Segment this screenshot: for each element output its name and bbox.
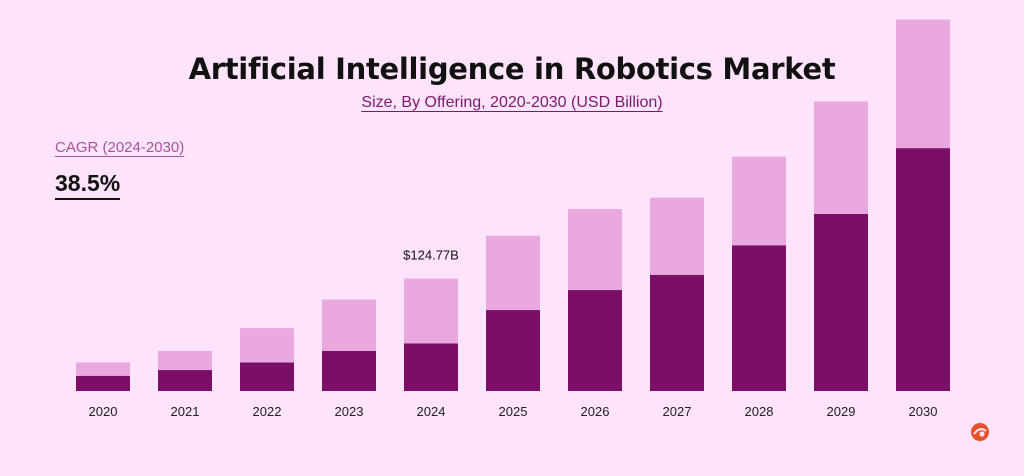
x-tick-label: 2025 xyxy=(499,404,528,419)
bar-2028-segment-2 xyxy=(732,156,786,246)
bar-2030-segment-1 xyxy=(896,148,950,391)
bar-2023-segment-2 xyxy=(322,299,376,351)
bar-2027-segment-2 xyxy=(650,197,704,275)
x-tick-label: 2024 xyxy=(417,404,446,419)
bar-2030-segment-2 xyxy=(896,19,950,149)
bar-2027-segment-1 xyxy=(650,274,704,391)
x-tick-label: 2028 xyxy=(745,404,774,419)
bar-2028-segment-1 xyxy=(732,245,786,391)
x-tick-label: 2029 xyxy=(827,404,856,419)
bar-2025-segment-2 xyxy=(486,235,540,311)
bar-2026-segment-2 xyxy=(568,209,622,291)
cagr-value: 38.5% xyxy=(55,170,121,200)
x-tick-label: 2022 xyxy=(253,404,282,419)
bar-2022-segment-2 xyxy=(240,328,294,363)
bar-2024-segment-1 xyxy=(404,343,458,391)
chart-subtitle: Size, By Offering, 2020-2030 (USD Billio… xyxy=(0,94,1024,112)
bar-2020-segment-1 xyxy=(76,375,130,391)
chart-subtitle-text: Size, By Offering, 2020-2030 (USD Billio… xyxy=(361,94,663,111)
x-tick-label: 2021 xyxy=(171,404,200,419)
bar-2029-segment-1 xyxy=(814,213,868,391)
chart-title: Artificial Intelligence in Robotics Mark… xyxy=(188,52,836,86)
bar-2026-segment-1 xyxy=(568,290,622,391)
x-tick-label: 2030 xyxy=(909,404,938,419)
bar-2021-segment-1 xyxy=(158,370,212,391)
bar-2025-segment-1 xyxy=(486,310,540,391)
bar-2024-segment-2 xyxy=(404,278,458,344)
data-label-2024: $124.77B xyxy=(403,248,459,263)
brand-logo-icon xyxy=(971,423,989,441)
x-tick-label: 2026 xyxy=(581,404,610,419)
bar-2022-segment-1 xyxy=(240,362,294,391)
x-tick-label: 2027 xyxy=(663,404,692,419)
bar-2029-segment-2 xyxy=(814,101,868,214)
cagr-label: CAGR (2024-2030) xyxy=(55,139,185,156)
bar-2023-segment-1 xyxy=(322,350,376,391)
bar-2020-segment-2 xyxy=(76,362,130,376)
x-tick-label: 2020 xyxy=(89,404,118,419)
x-tick-label: 2023 xyxy=(335,404,364,419)
bar-2021-segment-2 xyxy=(158,350,212,371)
